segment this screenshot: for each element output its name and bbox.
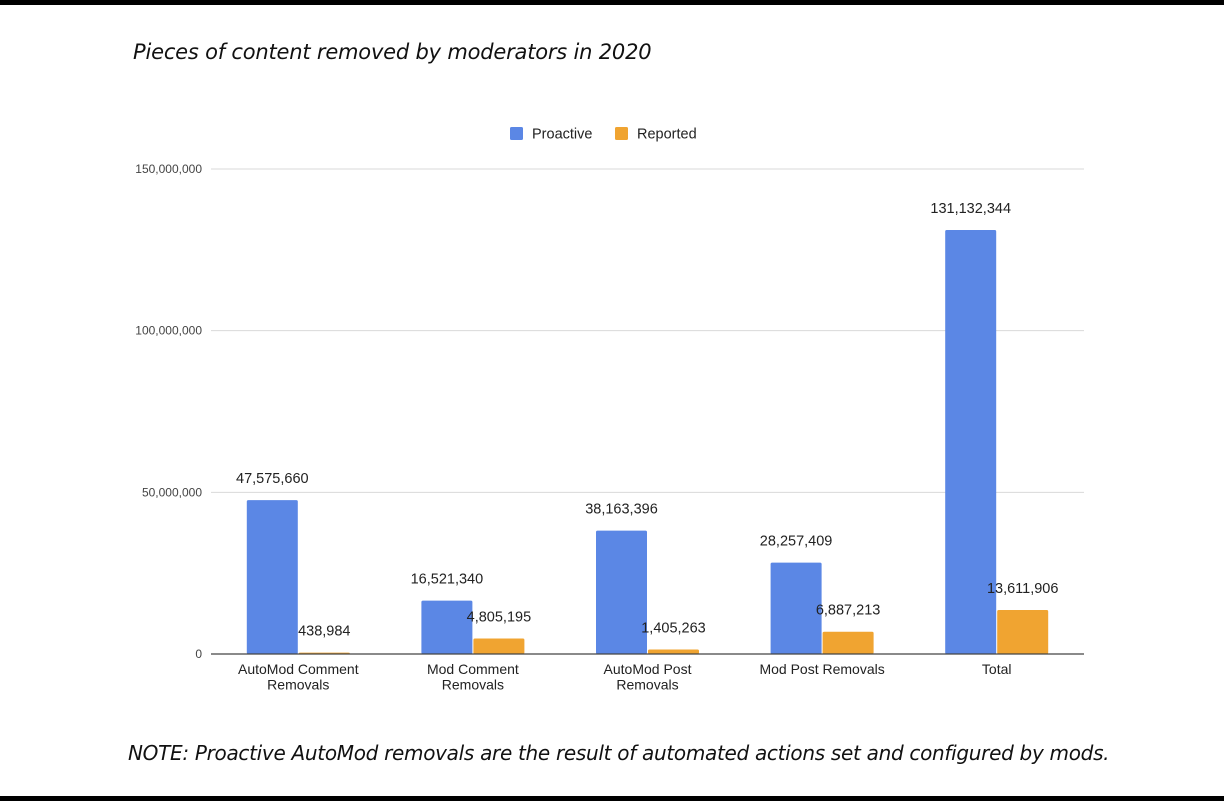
legend-label-proactive: Proactive	[532, 127, 592, 143]
top-border	[0, 0, 1224, 5]
bar-reported	[648, 649, 699, 654]
data-label: 28,257,409	[760, 534, 833, 550]
data-label: 38,163,396	[585, 502, 658, 518]
x-tick-label: Removals	[442, 677, 504, 693]
x-tick-label: AutoMod Post	[604, 661, 692, 677]
x-tick-label: Removals	[267, 677, 329, 693]
y-tick-label: 150,000,000	[135, 162, 202, 176]
bar-reported	[822, 631, 874, 654]
legend-label-reported: Reported	[637, 127, 697, 143]
data-label: 1,405,263	[641, 620, 706, 636]
x-tick-label: Mod Comment	[427, 661, 519, 677]
data-label: 13,611,906	[987, 581, 1059, 597]
bar-proactive	[770, 562, 822, 654]
legend-swatch-reported	[615, 127, 628, 140]
footnote: NOTE: Proactive AutoMod removals are the…	[128, 741, 1110, 765]
bar-proactive	[246, 500, 298, 654]
data-label: 438,984	[298, 624, 350, 640]
bar-reported	[997, 609, 1049, 654]
x-tick-label: Total	[982, 661, 1012, 677]
x-tick-label: Mod Post Removals	[759, 661, 884, 677]
y-tick-label: 100,000,000	[135, 324, 202, 338]
data-label: 131,132,344	[930, 201, 1011, 217]
data-label: 6,887,213	[816, 603, 881, 619]
bar-proactive	[596, 530, 647, 654]
data-label: 4,805,195	[467, 609, 532, 625]
y-tick-label: 50,000,000	[142, 485, 202, 499]
legend-swatch-proactive	[510, 127, 523, 140]
bottom-border	[0, 796, 1224, 801]
chart-title: Pieces of content removed by moderators …	[133, 40, 652, 64]
bar-reported	[473, 638, 525, 654]
y-tick-label: 0	[195, 647, 202, 661]
x-tick-label: Removals	[616, 677, 678, 693]
x-tick-label: AutoMod Comment	[238, 661, 359, 677]
bar-proactive	[421, 600, 473, 654]
data-label: 16,521,340	[411, 572, 484, 588]
data-label: 47,575,660	[236, 471, 309, 487]
bar-proactive	[945, 230, 997, 654]
